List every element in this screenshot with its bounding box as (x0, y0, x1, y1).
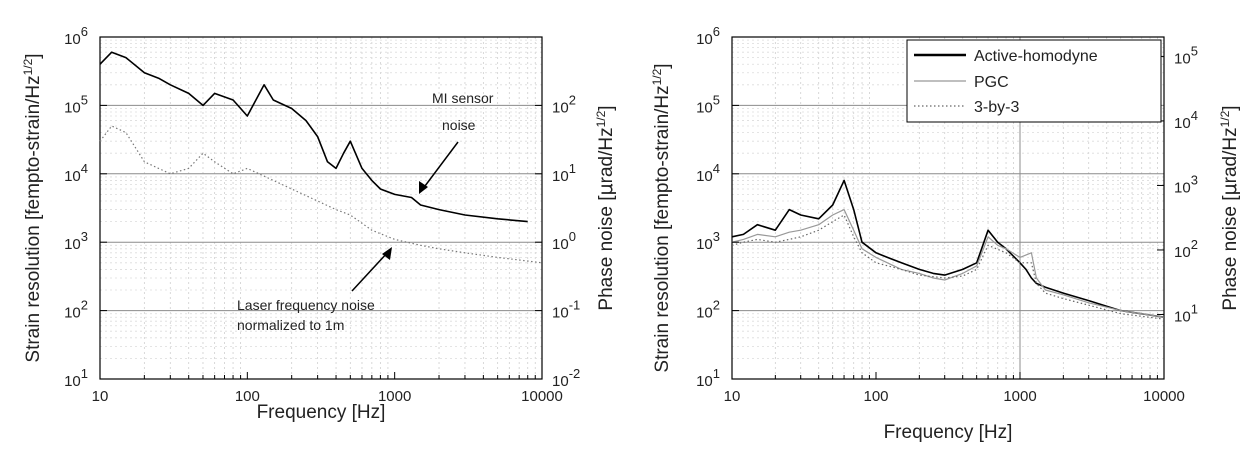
right-y-tick-label: 101 (696, 366, 720, 390)
right-x-tick-label: 1000 (1003, 388, 1036, 405)
left-y2-tick-label: 10-2 (552, 366, 580, 390)
right-x-tick-label: 10000 (1143, 388, 1185, 405)
right-y-tick-label: 103 (696, 229, 720, 253)
right-y-tick-label: 106 (696, 24, 720, 48)
right-y2-tick-label: 101 (1174, 301, 1198, 325)
left-series (99, 51, 543, 264)
legend: Active-homodyne PGC 3-by-3 (906, 39, 1162, 123)
left-y-tick-label: 106 (64, 24, 88, 48)
annotation-mi-sensor: MI sensor noise (419, 90, 494, 194)
left-chart: 10 100 1000 10000 101 102 103 104 105 106 10-2 10-1… (21, 24, 617, 423)
left-x-tick-label: 100 (235, 388, 260, 405)
annotation-laser-arrowhead (382, 247, 392, 260)
legend-label-3-by-3: 3-by-3 (974, 99, 1019, 116)
right-series (731, 179, 1165, 320)
right-y2-tick-label: 103 (1174, 172, 1198, 196)
annotation-mi-sensor-line1: MI sensor (432, 90, 494, 106)
right-y2-tick-label: 104 (1174, 108, 1198, 132)
annotation-mi-arrow (421, 141, 459, 191)
left-y-axis-label: Strain resolution [fempto-strain/Hz1/2] (21, 53, 44, 362)
annotation-mi-arrowhead (419, 181, 428, 194)
left-plot-frame (99, 36, 543, 380)
left-y2-tick-label: 102 (552, 92, 576, 116)
left-ticks: 10 100 1000 10000 101 102 103 104 105 106 10-2 10-1… (64, 24, 580, 405)
legend-label-pgc: PGC (974, 74, 1009, 91)
right-chart: 10 100 1000 10000 101 102 103 104 105 106 101 102 10… (650, 24, 1241, 443)
right-y2-tick-label: 105 (1174, 43, 1198, 67)
right-x-tick-label: 100 (863, 388, 888, 405)
annotation-laser-line2: normalized to 1m (237, 317, 344, 333)
left-y2-axis-label: Phase noise [μrad/Hz1/2] (594, 105, 617, 310)
right-y2-axis-label: Phase noise [μrad/Hz1/2] (1218, 105, 1241, 310)
left-y-tick-label: 101 (64, 366, 88, 390)
left-x-tick-label: 10 (92, 388, 109, 405)
annotation-laser-arrow (351, 251, 389, 292)
left-y2-tick-label: 100 (552, 229, 576, 253)
left-y2-tick-label: 10-1 (552, 298, 580, 322)
right-plot-frame (731, 36, 1165, 380)
left-y-tick-label: 102 (64, 298, 88, 322)
left-x-tick-label: 1000 (378, 388, 411, 405)
right-x-tick-label: 10 (724, 388, 741, 405)
right-y-axis-label: Strain resolution [fempto-strain/Hz1/2] (650, 63, 673, 372)
right-series-line-0 (731, 179, 1165, 318)
annotation-mi-sensor-line2: noise (442, 117, 476, 133)
left-x-tick-label: 10000 (521, 388, 563, 405)
annotation-laser-noise: Laser frequency noise normalized to 1m (237, 247, 392, 333)
right-y-tick-label: 102 (696, 298, 720, 322)
left-y-tick-label: 104 (64, 161, 88, 185)
left-y2-tick-label: 101 (552, 161, 576, 185)
left-grid (100, 37, 542, 379)
right-series-line-1 (731, 209, 1165, 318)
left-y-tick-label: 103 (64, 229, 88, 253)
legend-label-active-homodyne: Active-homodyne (974, 48, 1098, 65)
left-series-line-0 (99, 51, 528, 223)
left-series-line-1 (99, 125, 543, 264)
left-x-axis-label: Frequency [Hz] (257, 402, 386, 423)
annotation-laser-line1: Laser frequency noise (237, 297, 375, 313)
right-x-axis-label: Frequency [Hz] (884, 422, 1013, 443)
left-y-tick-label: 105 (64, 92, 88, 116)
right-ticks: 10 100 1000 10000 101 102 103 104 105 106 101 102 10… (696, 24, 1198, 405)
right-y-tick-label: 104 (696, 161, 720, 185)
right-y-tick-label: 105 (696, 92, 720, 116)
right-y2-tick-label: 102 (1174, 237, 1198, 261)
